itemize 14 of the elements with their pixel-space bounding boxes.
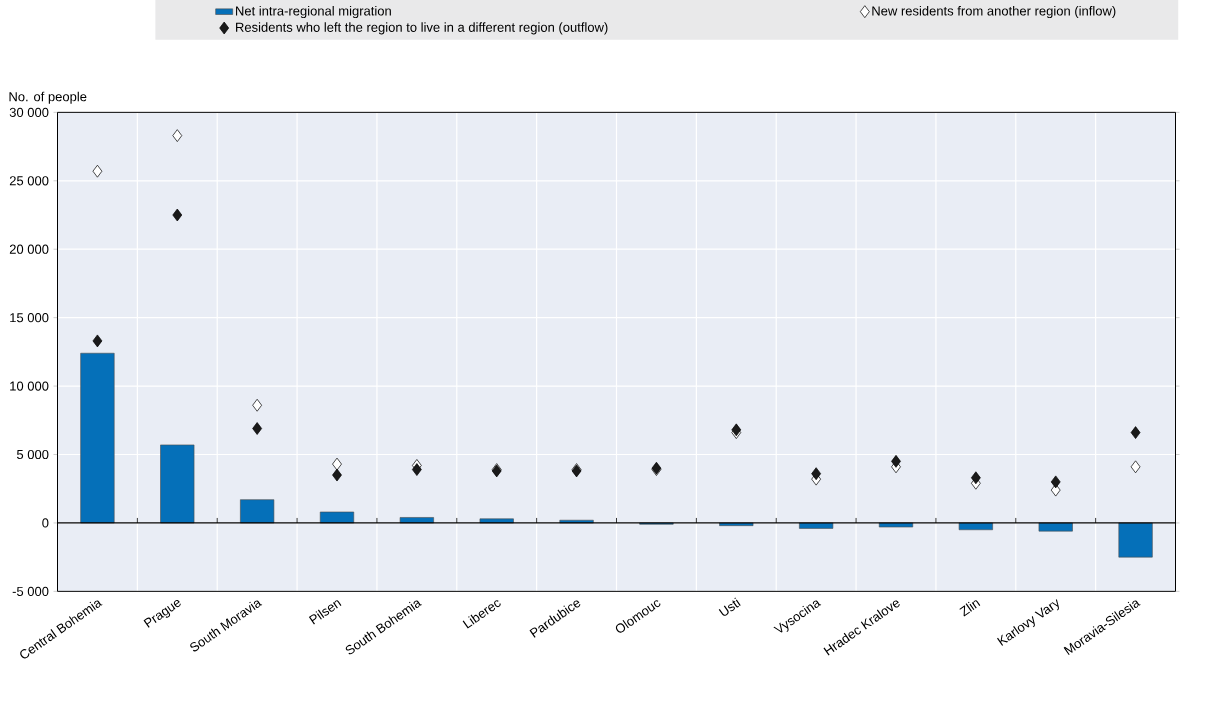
y-axis-title: No. of people	[9, 91, 87, 104]
y-tick-label: 25 000	[9, 176, 49, 186]
y-tick-label: 20 000	[9, 244, 49, 254]
legend-label: New residents from another region (inflow)	[872, 5, 1116, 18]
y-tick-label: 0	[42, 518, 49, 528]
y-tick-label: -5 000	[12, 586, 49, 596]
x-tick-label: Zlin	[959, 600, 981, 617]
y-tick-label: 30 000	[9, 107, 49, 117]
y-tick-label: 15 000	[10, 312, 49, 323]
legend-label: Residents who left the region to live in a different region (outflow)	[236, 22, 608, 35]
x-tick-label: Usti	[718, 597, 741, 616]
y-tick-label: 5 000	[16, 449, 49, 459]
y-tick-label: 10 000	[10, 381, 49, 391]
legend-label: Net intra-regional migration	[236, 5, 391, 18]
